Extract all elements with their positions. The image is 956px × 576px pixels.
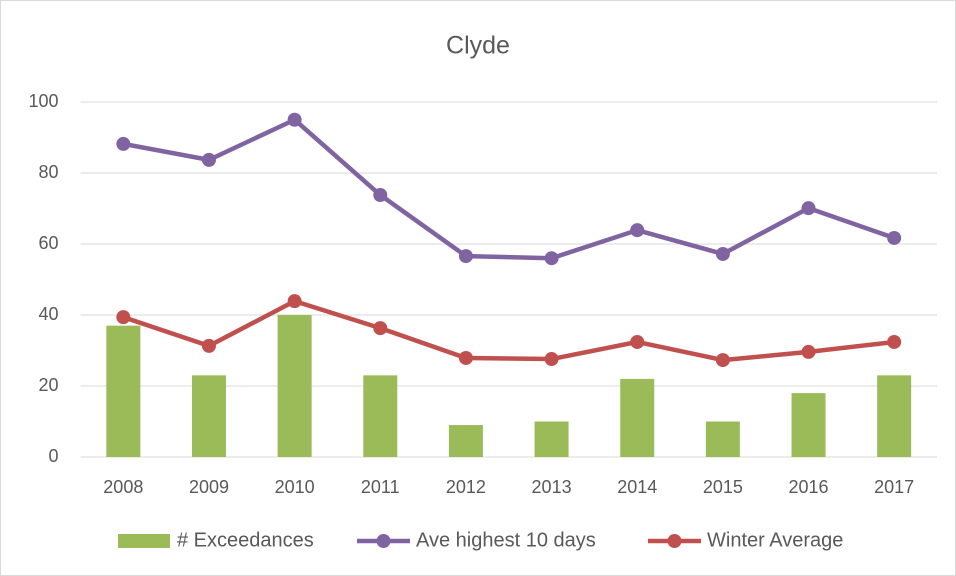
- marker: [801, 344, 816, 359]
- x-tick-label: 2008: [103, 477, 143, 497]
- bar: [363, 375, 398, 457]
- x-tick-label: 2015: [703, 477, 743, 497]
- marker: [715, 246, 730, 261]
- x-tick-label: 2011: [361, 477, 400, 497]
- bar: [877, 375, 912, 457]
- marker: [201, 152, 216, 167]
- marker: [201, 338, 216, 353]
- marker: [544, 352, 559, 367]
- marker: [801, 201, 816, 216]
- x-tick-label: 2009: [189, 477, 229, 497]
- bar: [106, 325, 141, 457]
- marker: [458, 249, 473, 264]
- x-tick-label: 2017: [874, 477, 914, 497]
- marker: [116, 310, 131, 325]
- legend-label: # Exceedances: [177, 529, 314, 551]
- bar: [448, 425, 483, 457]
- x-tick-label: 2012: [446, 477, 486, 497]
- x-tick-label: 2014: [617, 477, 657, 497]
- bar: [191, 375, 226, 457]
- y-tick-label: 20: [38, 375, 58, 395]
- marker: [887, 334, 902, 349]
- marker: [287, 112, 302, 127]
- marker: [544, 251, 559, 266]
- marker: [373, 188, 388, 203]
- legend-label: Ave highest 10 days: [416, 529, 596, 551]
- y-tick-label: 80: [38, 162, 58, 182]
- marker: [287, 294, 302, 309]
- x-tick-label: 2010: [275, 477, 315, 497]
- line: [122, 298, 895, 363]
- legend-marker: [667, 534, 682, 548]
- bar: [534, 421, 569, 457]
- marker: [458, 350, 473, 365]
- marker: [630, 334, 645, 349]
- legend-swatch: [118, 534, 170, 548]
- legend-marker: [376, 534, 391, 548]
- bar: [277, 315, 312, 457]
- x-tick-label: 2013: [532, 477, 572, 497]
- chart-title: Clyde: [446, 32, 510, 60]
- y-tick-label: 60: [38, 233, 58, 253]
- bar: [620, 378, 655, 457]
- marker: [630, 223, 645, 238]
- marker: [373, 321, 388, 336]
- marker: [715, 353, 730, 368]
- line: [122, 117, 895, 261]
- bar: [791, 393, 826, 457]
- legend-label: Winter Average: [707, 529, 843, 551]
- bar: [705, 421, 740, 457]
- x-tick-label: 2016: [789, 477, 829, 497]
- y-tick-label: 40: [38, 304, 58, 324]
- marker: [887, 230, 902, 245]
- marker: [116, 136, 131, 151]
- y-tick-label: 100: [28, 91, 58, 111]
- y-tick-label: 0: [48, 446, 58, 466]
